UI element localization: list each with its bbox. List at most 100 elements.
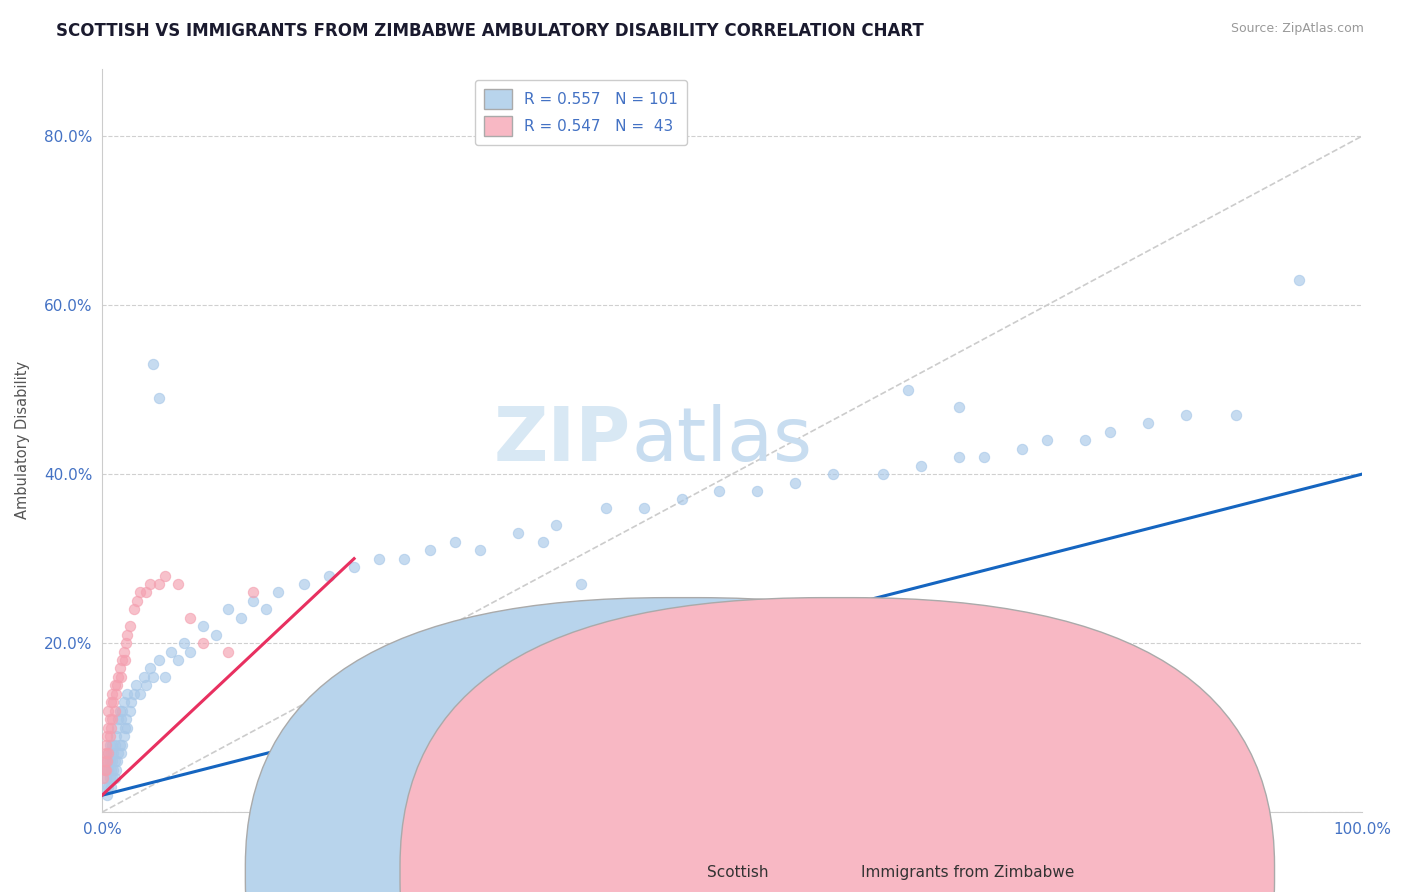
Point bbox=[204, 628, 226, 642]
Point bbox=[105, 755, 128, 769]
Point bbox=[173, 636, 195, 650]
Point bbox=[110, 670, 132, 684]
Point bbox=[569, 577, 592, 591]
Point bbox=[117, 687, 139, 701]
Point bbox=[98, 738, 121, 752]
Point bbox=[368, 551, 391, 566]
Point bbox=[98, 712, 121, 726]
Point bbox=[117, 721, 139, 735]
Point bbox=[101, 712, 124, 726]
Point bbox=[93, 755, 115, 769]
Point bbox=[846, 636, 869, 650]
Point bbox=[671, 619, 693, 633]
Point bbox=[125, 678, 148, 692]
Point bbox=[118, 619, 141, 633]
Point bbox=[112, 644, 135, 658]
Point bbox=[139, 577, 162, 591]
Point bbox=[115, 712, 138, 726]
Point bbox=[821, 467, 844, 482]
Point bbox=[394, 551, 416, 566]
Point bbox=[115, 636, 138, 650]
Point bbox=[1011, 442, 1033, 456]
Point bbox=[93, 772, 115, 786]
Point bbox=[93, 763, 115, 777]
Point bbox=[111, 738, 134, 752]
Point bbox=[114, 721, 136, 735]
Point bbox=[671, 492, 693, 507]
Point bbox=[254, 602, 277, 616]
Point bbox=[897, 383, 920, 397]
Point bbox=[100, 746, 122, 760]
Point bbox=[127, 594, 149, 608]
Text: Source: ZipAtlas.com: Source: ZipAtlas.com bbox=[1230, 22, 1364, 36]
Point bbox=[100, 780, 122, 794]
Y-axis label: Ambulatory Disability: Ambulatory Disability bbox=[15, 361, 30, 519]
Point bbox=[129, 585, 152, 599]
Point bbox=[96, 729, 118, 743]
Point bbox=[148, 391, 170, 405]
Point bbox=[96, 755, 118, 769]
Point bbox=[419, 543, 441, 558]
Point bbox=[108, 704, 131, 718]
Point bbox=[141, 357, 163, 371]
Point bbox=[217, 644, 239, 658]
Point bbox=[141, 670, 163, 684]
Point bbox=[94, 763, 117, 777]
Point bbox=[104, 763, 127, 777]
Point bbox=[108, 738, 131, 752]
Point bbox=[104, 678, 127, 692]
Point bbox=[783, 475, 806, 490]
Point bbox=[97, 746, 120, 760]
Point bbox=[1074, 434, 1097, 448]
Point bbox=[217, 602, 239, 616]
Text: Immigrants from Zimbabwe: Immigrants from Zimbabwe bbox=[860, 865, 1074, 880]
Point bbox=[122, 687, 145, 701]
Point bbox=[531, 534, 554, 549]
Point bbox=[1288, 273, 1310, 287]
Point bbox=[292, 577, 315, 591]
Point bbox=[107, 670, 129, 684]
Point bbox=[94, 738, 117, 752]
Point bbox=[94, 763, 117, 777]
Point bbox=[1098, 425, 1121, 439]
Point bbox=[444, 534, 467, 549]
Point bbox=[135, 585, 157, 599]
Point bbox=[153, 568, 176, 582]
Point bbox=[709, 483, 731, 498]
Point bbox=[132, 670, 155, 684]
Point bbox=[97, 704, 120, 718]
Point bbox=[104, 738, 127, 752]
Point bbox=[98, 772, 121, 786]
Point bbox=[166, 577, 188, 591]
Point bbox=[872, 467, 894, 482]
Point bbox=[135, 678, 157, 692]
Point bbox=[948, 400, 970, 414]
Point bbox=[191, 636, 214, 650]
Point bbox=[107, 712, 129, 726]
Text: ZIP: ZIP bbox=[494, 404, 631, 477]
Point bbox=[93, 780, 115, 794]
Point bbox=[139, 661, 162, 675]
Point bbox=[242, 594, 264, 608]
Point bbox=[98, 729, 121, 743]
Point bbox=[112, 695, 135, 709]
Point bbox=[633, 500, 655, 515]
Point bbox=[645, 653, 668, 667]
Point bbox=[114, 653, 136, 667]
Point bbox=[318, 568, 340, 582]
Text: Scottish: Scottish bbox=[706, 865, 768, 880]
Text: atlas: atlas bbox=[631, 404, 813, 477]
Point bbox=[104, 729, 127, 743]
Point bbox=[98, 755, 121, 769]
Point bbox=[110, 712, 132, 726]
Point bbox=[620, 636, 643, 650]
Point bbox=[179, 611, 201, 625]
Point bbox=[112, 729, 135, 743]
Point bbox=[97, 780, 120, 794]
Text: SCOTTISH VS IMMIGRANTS FROM ZIMBABWE AMBULATORY DISABILITY CORRELATION CHART: SCOTTISH VS IMMIGRANTS FROM ZIMBABWE AMB… bbox=[56, 22, 924, 40]
Point bbox=[101, 772, 124, 786]
Point bbox=[118, 704, 141, 718]
Point bbox=[100, 721, 122, 735]
Point bbox=[166, 653, 188, 667]
Point bbox=[122, 602, 145, 616]
